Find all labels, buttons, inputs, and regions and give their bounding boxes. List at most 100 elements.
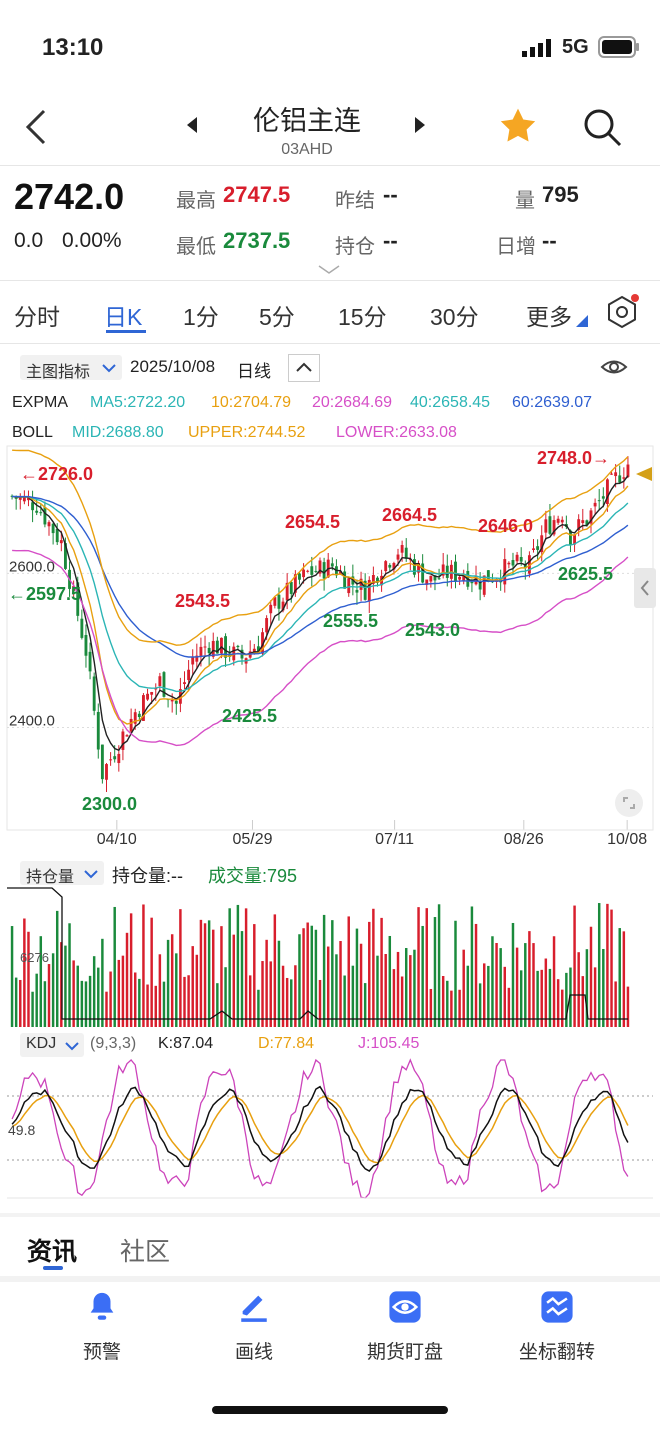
volume-bar xyxy=(528,931,531,1027)
back-icon[interactable] xyxy=(22,109,52,150)
sub-indicator-label: 持仓量 xyxy=(26,869,75,886)
candle xyxy=(618,465,622,485)
draw-line-label: 画线 xyxy=(234,1342,273,1363)
clock: 13:10 xyxy=(42,34,104,61)
candle xyxy=(285,573,289,610)
collapse-icon[interactable] xyxy=(288,354,320,387)
tab-5min[interactable]: 5分 xyxy=(259,304,295,330)
volume-bar xyxy=(80,980,84,1027)
volume-bar xyxy=(191,946,194,1027)
volume-bar xyxy=(175,953,178,1027)
price-annotation: 2748.0→ xyxy=(537,448,610,468)
candle xyxy=(256,635,260,652)
volume-bar xyxy=(548,968,552,1027)
volume-value: 795 xyxy=(542,182,579,207)
price-change-pct: 0.00% xyxy=(62,229,122,252)
search-icon[interactable] xyxy=(582,107,622,152)
star-icon[interactable] xyxy=(498,107,538,150)
candle xyxy=(622,467,626,489)
tab-more[interactable]: 更多 xyxy=(526,304,572,330)
tab-news[interactable]: 资讯 xyxy=(27,1238,78,1266)
volume-bar xyxy=(236,904,240,1027)
settings-hex-icon[interactable] xyxy=(604,294,640,335)
tab-timeshare[interactable]: 分时 xyxy=(14,304,60,330)
kdj-j: J:105.45 xyxy=(358,1035,420,1052)
volume-bar xyxy=(425,908,428,1027)
volume-bar xyxy=(462,949,465,1027)
candle xyxy=(441,553,445,579)
flip-axis-button[interactable]: 坐标翻转 xyxy=(497,1290,617,1364)
candle xyxy=(105,762,108,792)
volume-bar xyxy=(244,908,248,1027)
tab-15min[interactable]: 15分 xyxy=(338,304,387,330)
kline-chart[interactable]: 2600.0 2400.0 04/10 05/29 07/11 08/26 10/08 ←… xyxy=(0,440,660,860)
tab-30min[interactable]: 30分 xyxy=(430,304,479,330)
candle xyxy=(384,560,388,576)
prev-settle-label: 昨结 xyxy=(335,190,375,212)
volume-bar xyxy=(265,939,268,1027)
next-contract-icon[interactable] xyxy=(414,117,426,138)
volume-bar xyxy=(183,976,186,1027)
boll-mid-value: MID:2688.80 xyxy=(72,424,164,441)
candle xyxy=(552,515,556,537)
eye-icon[interactable] xyxy=(600,356,628,383)
volume-bar xyxy=(429,988,433,1027)
x-tick-label: 07/11 xyxy=(375,831,414,848)
main-indicator-dropdown[interactable]: 主图指标 xyxy=(20,355,122,381)
candle xyxy=(597,488,601,510)
volume-bar xyxy=(573,905,576,1027)
volume-bar xyxy=(376,955,379,1027)
price-annotation: 2646.0 xyxy=(478,516,533,536)
volume-bar xyxy=(257,989,260,1027)
ma60-line xyxy=(12,495,629,658)
volume-bar xyxy=(577,952,580,1027)
ma40-line xyxy=(12,495,629,693)
flip-axis-icon xyxy=(540,1291,574,1328)
expand-icon[interactable] xyxy=(318,262,340,280)
volume-bar xyxy=(19,979,22,1027)
draw-line-button[interactable]: 画线 xyxy=(194,1290,314,1364)
volume-bar xyxy=(474,923,478,1027)
low-label: 最低 xyxy=(176,236,216,258)
collapse-side-icon[interactable] xyxy=(634,568,656,613)
volume-bar xyxy=(314,929,318,1027)
volume-bar xyxy=(101,938,104,1027)
chart-period: 日线 xyxy=(237,362,271,381)
alert-button[interactable]: 预警 xyxy=(42,1290,162,1364)
volume-bar xyxy=(507,987,511,1027)
ma5-value: MA5:2722.20 xyxy=(90,394,186,411)
volume-bar xyxy=(138,978,141,1027)
candle xyxy=(248,640,252,659)
volume-bar xyxy=(310,925,314,1027)
candle xyxy=(367,576,371,613)
fullscreen-icon[interactable] xyxy=(614,788,644,823)
volume-bar xyxy=(593,967,597,1027)
volume-bar xyxy=(532,943,535,1027)
kdj-chart xyxy=(7,1058,653,1199)
volume-bar xyxy=(105,991,108,1027)
volume-bar xyxy=(134,972,137,1027)
candle xyxy=(236,644,240,650)
kdj-dropdown[interactable]: KDJ xyxy=(20,1033,84,1057)
daily-change-label: 日增 xyxy=(496,236,536,258)
candle xyxy=(55,523,59,546)
volume-bar xyxy=(347,916,350,1027)
tab-community[interactable]: 社区 xyxy=(120,1238,171,1266)
prev-contract-icon[interactable] xyxy=(186,117,198,138)
volume-bar xyxy=(277,940,281,1027)
volume-bar xyxy=(203,923,207,1027)
tab-daily[interactable]: 日K xyxy=(104,304,143,330)
candle xyxy=(371,566,375,593)
y-tick-label: 2600.0 xyxy=(9,558,55,575)
volume-bar xyxy=(602,948,605,1027)
candle xyxy=(31,490,35,523)
volume-bar xyxy=(556,979,560,1027)
sub-indicator-dropdown[interactable]: 持仓量 xyxy=(20,861,104,886)
ma10-line xyxy=(12,485,629,725)
volume-bar xyxy=(483,963,486,1027)
watch-button[interactable]: 期货盯盘 xyxy=(345,1290,465,1364)
tab-1min[interactable]: 1分 xyxy=(183,304,219,330)
volume-bar xyxy=(170,934,174,1027)
volume-bar xyxy=(146,984,149,1027)
volume-bar xyxy=(39,936,43,1027)
